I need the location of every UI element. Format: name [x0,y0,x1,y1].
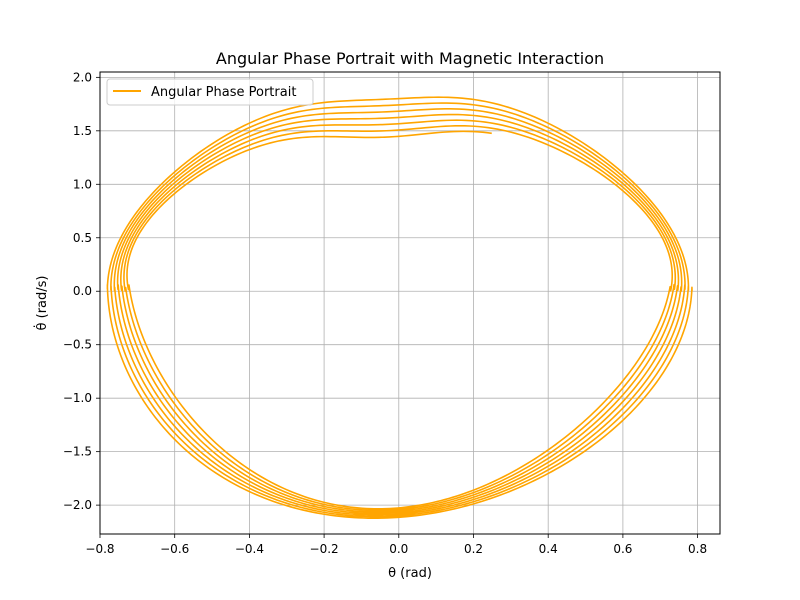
y-tick-label: −0.5 [63,338,92,352]
x-tick-label: 0.4 [539,542,558,556]
y-tick-label: −1.5 [63,445,92,459]
y-axis-label: θ̇ (rad/s) [34,276,50,331]
chart-title: Angular Phase Portrait with Magnetic Int… [216,49,604,68]
x-tick-label: 0.0 [389,542,408,556]
legend-label: Angular Phase Portrait [151,85,296,100]
y-tick-label: 2.0 [73,70,92,84]
legend-box [106,78,314,106]
y-tick-label: 1.5 [73,124,92,138]
y-tick-label: 0.5 [73,231,92,245]
x-tick-label: −0.2 [310,542,339,556]
ticks: −0.8 −0.6 −0.4 −0.2 0.0 0.2 0.4 0.6 0.8 −2.0 −1.5 −… [63,70,707,556]
y-tick-label: 1.0 [73,177,92,191]
x-tick-label: 0.2 [464,542,483,556]
legend: Angular Phase Portrait [106,78,314,106]
y-tick-label: 0.0 [73,284,92,298]
x-tick-label: 0.8 [688,542,707,556]
x-axis-label: θ (rad) [388,566,432,581]
x-tick-label: −0.6 [160,542,189,556]
plot-frame [99,71,721,535]
y-tick-label: −1.0 [63,391,92,405]
series-line-angular-phase-portrait [106,96,693,519]
y-tick-label: −2.0 [63,498,92,512]
x-tick-label: 0.6 [613,542,632,556]
data-layer [106,96,693,519]
x-tick-label: −0.4 [235,542,264,556]
x-tick-label: −0.8 [85,542,114,556]
